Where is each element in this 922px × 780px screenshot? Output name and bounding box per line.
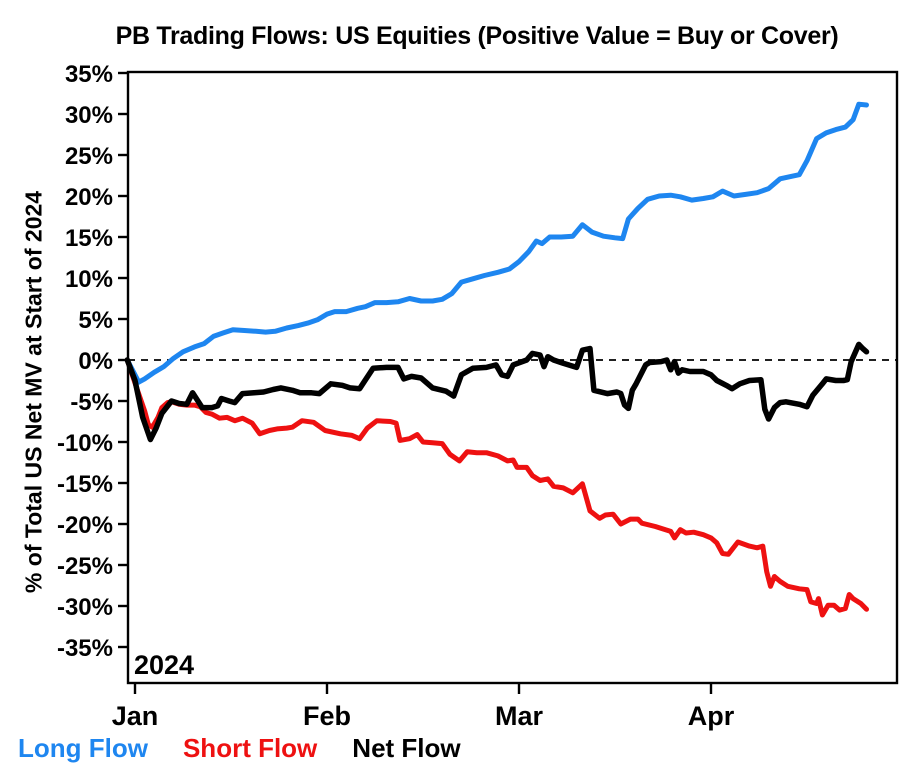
net-flow-line xyxy=(124,341,870,443)
y-tick-label: -30% xyxy=(57,594,113,621)
plot-border xyxy=(126,70,899,685)
legend-long-flow: Long Flow xyxy=(18,733,148,763)
legend: Long Flow Short Flow Net Flow xyxy=(18,733,461,764)
y-tick-label: -20% xyxy=(57,512,113,539)
x-tick-label: Apr xyxy=(688,701,735,731)
y-tick-label: 35% xyxy=(65,61,113,88)
chart-title: PB Trading Flows: US Equities (Positive … xyxy=(115,22,839,50)
y-tick-label: -10% xyxy=(57,430,113,457)
y-tick-label: 30% xyxy=(65,102,113,129)
y-tick-label: -5% xyxy=(70,389,113,416)
y-tick-label: 5% xyxy=(78,307,113,334)
y-tick-label: -25% xyxy=(57,553,113,580)
y-tick-label: 20% xyxy=(65,184,113,211)
y-tick-label: -15% xyxy=(57,471,113,498)
short-flow-line xyxy=(124,357,869,618)
x-tick-label: Mar xyxy=(495,701,544,731)
y-tick-label: 25% xyxy=(65,143,113,170)
x-tick-label: Jan xyxy=(112,701,159,731)
x-tick-label: Feb xyxy=(303,701,351,731)
y-axis-title-text: % of Total US Net MV at Start of 2024 xyxy=(20,190,47,594)
y-tick-label: 15% xyxy=(65,225,113,252)
y-tick-label: -35% xyxy=(57,635,113,662)
y-tick-label: 10% xyxy=(65,266,113,293)
legend-short-flow: Short Flow xyxy=(182,733,318,763)
long-flow-line xyxy=(124,101,869,385)
year-label: 2024 xyxy=(134,650,194,680)
legend-net-flow: Net Flow xyxy=(352,733,461,763)
y-tick-label: 0% xyxy=(78,348,113,375)
